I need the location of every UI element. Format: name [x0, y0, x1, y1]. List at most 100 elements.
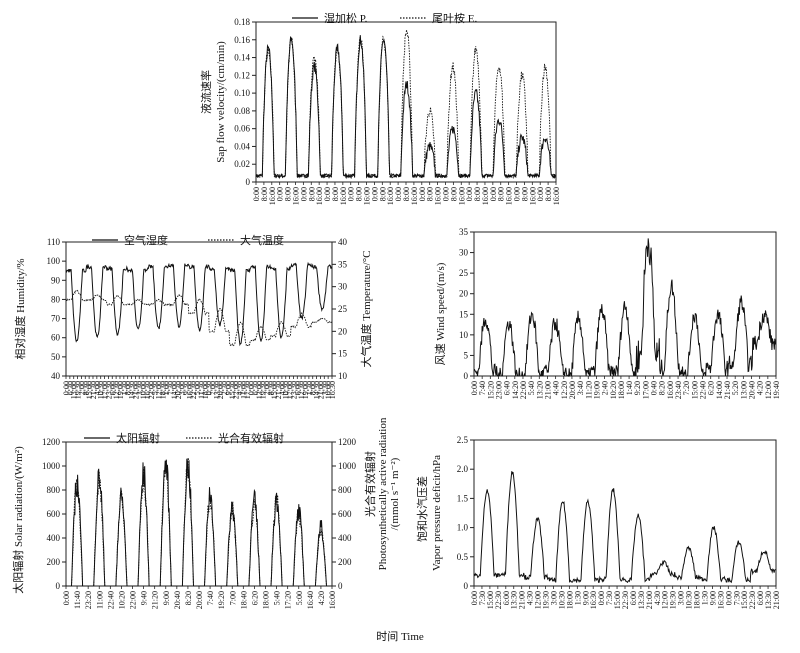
humtemp-xtick-label: 11:30	[197, 381, 206, 399]
sap-ytick-label-left: 0.04	[234, 141, 250, 151]
humtemp-xtick-label: 14:30	[128, 381, 137, 399]
wind-xtick-label: 12:00	[764, 381, 773, 399]
sap-xtick-label: 16:00	[505, 187, 514, 205]
sap-ylabel-cn: 液流速率	[199, 70, 213, 114]
vpd-xtick-label: 7:30	[605, 591, 614, 605]
wind-xtick-label: 19:40	[772, 381, 781, 399]
sap-xtick-label: 0:00	[465, 187, 474, 201]
humtemp-xtick-label: 22:00	[232, 381, 241, 399]
wind-xtick-label: 14:20	[511, 381, 520, 399]
vpd-xtick-label: 1:30	[700, 591, 709, 605]
humtemp-xtick-label: 0:00	[62, 381, 71, 395]
wind-xtick-label: 5:20	[731, 381, 740, 395]
humtemp-ytick-label-left: 50	[51, 352, 61, 362]
humtemp-xtick-label: 1:00	[162, 381, 171, 395]
wind-ytick-label-left: 10	[459, 330, 469, 340]
humtemp-xtick-label: 23:30	[289, 381, 298, 399]
wind-xtick-label: 16:00	[666, 381, 675, 399]
sap-ytick-label-left: 0.02	[234, 159, 250, 169]
sap-legend-2-label: 尾叶桉 E.	[432, 11, 477, 25]
humtemp-xtick-label: 10:00	[324, 381, 333, 399]
sap-xtick-label: 16:00	[457, 187, 466, 205]
radiation-ytick-label-right: 800	[338, 485, 352, 495]
sap-legend-1-label: 湿加松 P.	[324, 11, 368, 25]
wind-ytick-label-left: 15	[459, 309, 469, 319]
humtemp-xtick-label: 2:00	[262, 381, 271, 395]
humtemp-xtick-label: 6:00	[108, 381, 117, 395]
sap-xtick-label: 0:00	[513, 187, 522, 201]
sap-xtick-label: 0:00	[441, 187, 450, 201]
wind-xtick-label: 2:40	[601, 381, 610, 395]
humtemp-xtick-label: 19:00	[301, 381, 310, 399]
wind-xtick-label: 23:40	[674, 381, 683, 399]
sap-xtick-label: 16:00	[339, 187, 348, 205]
humtemp-xtick-label: 17:30	[243, 381, 252, 399]
radiation-ytick-label-right: 600	[338, 509, 352, 519]
humtemp-ytick-label-left: 110	[47, 237, 61, 247]
radiation-xtick-label: 10:20	[117, 591, 126, 609]
radiation-xtick-label: 11:00	[95, 591, 104, 609]
humtemp-xtick-label: 20:30	[174, 381, 183, 399]
sap-xtick-label: 0:00	[252, 187, 261, 201]
humtemp-xtick-label: 14:30	[313, 381, 322, 399]
radiation-xtick-label: 16:40	[306, 591, 315, 609]
humtemp-xtick-label: 2:00	[77, 381, 86, 395]
sap-xtick-label: 8:00	[473, 187, 482, 201]
wind-xtick-label: 4:20	[756, 381, 765, 395]
humtemp-xtick-label: 1:30	[120, 381, 129, 395]
sap-xtick-label: 0:00	[489, 187, 498, 201]
humtemp-ytick-label-right: 40	[338, 237, 348, 247]
radiation-xtick-label: 17:20	[284, 591, 293, 609]
vpd-xtick-label: 13:30	[510, 591, 519, 609]
humtemp-xtick-label: 23:30	[104, 381, 113, 399]
vpd-xtick-label: 3:00	[549, 591, 558, 605]
wind-xtick-label: 0:40	[650, 381, 659, 395]
radiation-ylabel-right-cn: 光合有效辐射	[363, 451, 377, 517]
vpd-ytick-label-left: 1.0	[457, 523, 469, 533]
humtemp-xtick-label: 2:30	[220, 381, 229, 395]
wind-xtick-label: 0:00	[470, 381, 479, 395]
humtemp-xtick-label: 13:30	[212, 381, 221, 399]
wind-xtick-label: 12:20	[560, 381, 569, 399]
sap-xtick-label: 8:00	[449, 187, 458, 201]
vpd-xtick-label: 21:00	[645, 591, 654, 609]
wind-xtick-label: 22:40	[699, 381, 708, 399]
humtemp-xtick-label: 19:00	[116, 381, 125, 399]
sap-xtick-label: 16:00	[410, 187, 419, 205]
radiation-ytick-label-left: 800	[47, 485, 61, 495]
humtemp-xtick-label: 18:30	[158, 381, 167, 399]
vpd-ytick-label-left: 1.5	[457, 493, 469, 503]
sap-ytick-label-left: 0.06	[234, 124, 250, 134]
wind-xtick-label: 13:20	[535, 381, 544, 399]
vpd-xtick-label: 0:00	[724, 591, 733, 605]
sap-xtick-label: 16:00	[528, 187, 537, 205]
wind-xtick-label: 4:40	[552, 381, 561, 395]
vpd-xtick-label: 0:00	[597, 591, 606, 605]
humtemp-xtick-label: 11:00	[239, 381, 248, 399]
sap-series-2	[255, 29, 556, 180]
vpd-xtick-label: 9:00	[708, 591, 717, 605]
radiation-ylabel-left: 太阳辐射 Solar radiation/(W/m²)	[11, 446, 25, 594]
sap-xtick-label: 0:00	[536, 187, 545, 201]
sap-xtick-label: 8:00	[544, 187, 553, 201]
sap-xtick-label: 0:00	[394, 187, 403, 201]
humtemp-ytick-label-left: 80	[51, 294, 61, 304]
humtemp-xtick-label: 21:30	[89, 381, 98, 399]
humtemp-xtick-label: 0:30	[205, 381, 214, 395]
humtemp-xtick-label: 12:30	[112, 381, 121, 399]
vpd-series-1	[473, 471, 776, 584]
humtemp-xtick-label: 12:00	[155, 381, 164, 399]
sap-xtick-label: 16:00	[291, 187, 300, 205]
wind-xtick-label: 7:20	[682, 381, 691, 395]
radiation-xtick-label: 5:00	[295, 591, 304, 605]
humtemp-xtick-label: 12:30	[297, 381, 306, 399]
wind-ytick-label-left: 0	[464, 371, 469, 381]
radiation-xtick-label: 7:00	[228, 591, 237, 605]
sap-xtick-label: 16:00	[481, 187, 490, 205]
radiation-series-1	[66, 458, 332, 587]
humidity-temperature-chart: 405060708090100110101520253035400:006:30…	[13, 233, 373, 399]
sap-ytick-label-left: 0.16	[234, 35, 250, 45]
sap-xtick-label: 8:00	[378, 187, 387, 201]
sap-xtick-label: 0:00	[418, 187, 427, 201]
vpd-xtick-label: 19:30	[669, 591, 678, 609]
